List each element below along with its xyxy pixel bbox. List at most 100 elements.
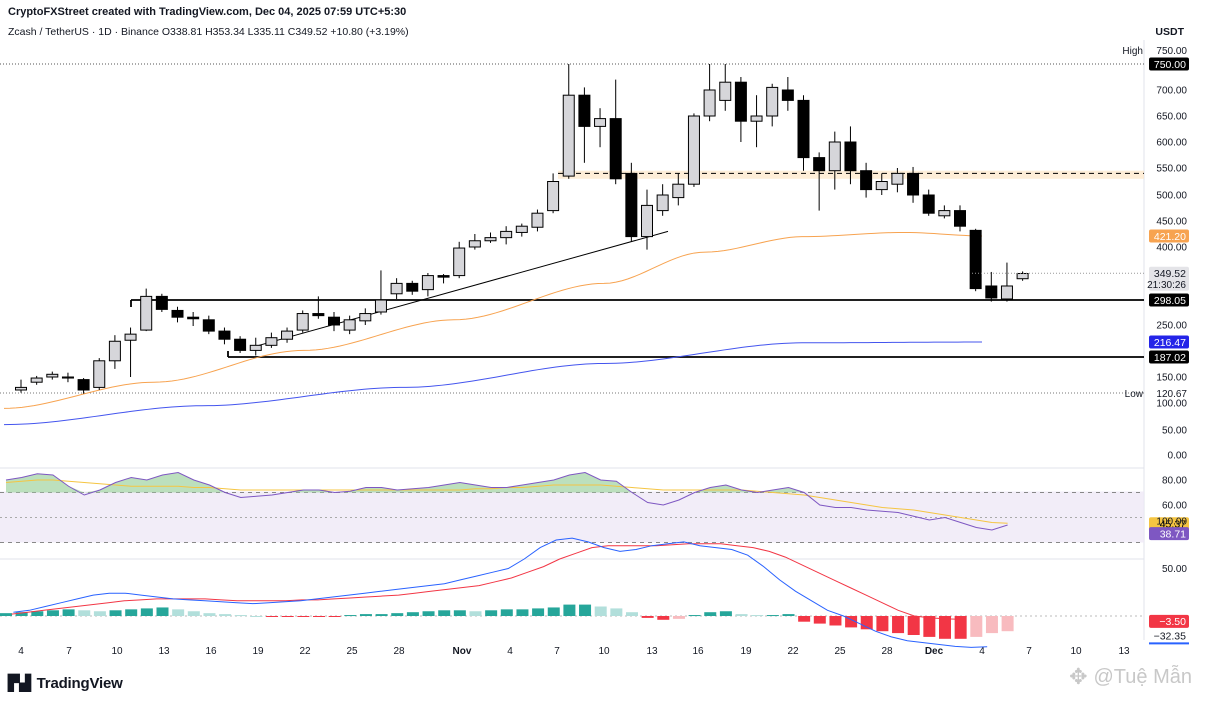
y-tick-label: 450.00 <box>1156 217 1187 228</box>
candle-body <box>797 99 810 159</box>
macd-histogram-bar <box>954 616 967 639</box>
macd-histogram-bar <box>172 609 185 616</box>
y-tick-label: 100.00 <box>1156 399 1187 410</box>
x-tick-label: 7 <box>554 646 560 657</box>
y-tick-label: 0.00 <box>1168 451 1188 462</box>
tradingview-logo[interactable]: ▛▟ TradingView <box>8 674 123 693</box>
macd-histogram-bar <box>876 616 889 632</box>
candle-body <box>155 295 168 310</box>
macd-histogram-bar <box>140 608 153 616</box>
candle-body <box>93 360 106 388</box>
candle-body <box>641 204 653 238</box>
x-tick-label: 10 <box>598 646 610 657</box>
macd-histogram-bar <box>704 612 717 616</box>
candle-body <box>202 319 215 332</box>
candle-body <box>860 170 873 191</box>
macd-histogram-bar <box>985 616 998 634</box>
price-tag-ma50-bg <box>1149 229 1189 243</box>
macd-histogram-bar <box>297 616 310 617</box>
candle-body <box>672 183 685 199</box>
candle-body <box>1000 285 1013 300</box>
x-tick-label: 28 <box>881 646 893 657</box>
high-label: High <box>1122 46 1143 57</box>
y-tick-label: 150.00 <box>1156 373 1187 384</box>
macd-histogram-bar <box>375 614 388 616</box>
candle-body <box>922 194 935 214</box>
candle-body <box>656 194 669 212</box>
price-tag-ma200: 216.47 <box>1154 337 1186 349</box>
tradingview-mark-icon: ▛▟ <box>8 675 31 692</box>
candle-body <box>938 210 951 217</box>
macd-value-tag: −32.35 <box>1154 630 1187 642</box>
macd-histogram-bar <box>438 610 451 616</box>
macd-histogram-bar <box>46 610 59 616</box>
y-tick-label: 600.00 <box>1156 138 1187 149</box>
y-tick-label: 500.00 <box>1156 191 1187 202</box>
current-price-bg <box>1149 266 1189 291</box>
candle-body <box>578 94 591 127</box>
y-tick-label: 550.00 <box>1156 164 1187 175</box>
price-tag-750-bg <box>1149 57 1189 71</box>
macd-histogram-bar <box>923 616 936 637</box>
candle-body <box>625 172 638 238</box>
candle-body <box>343 319 356 331</box>
macd-histogram-bar <box>516 609 529 616</box>
macd-histogram-bar <box>391 613 404 616</box>
macd-histogram-bar <box>203 613 216 616</box>
candle-body <box>328 316 340 326</box>
candle-body <box>562 94 575 177</box>
macd-histogram-bar <box>485 610 498 616</box>
y-tick-label: 650.00 <box>1156 112 1187 123</box>
candle-body <box>954 210 966 227</box>
candle-body <box>30 377 43 383</box>
tradingview-logo-text: TradingView <box>36 674 123 692</box>
candle-body <box>265 337 278 346</box>
ascending-trendline <box>249 230 669 349</box>
candle-body <box>140 295 153 331</box>
price-tag-ma200-bg <box>1149 335 1189 349</box>
macd-histogram-bar <box>31 611 44 616</box>
candle-body <box>875 181 888 191</box>
macd-histogram-bar <box>281 616 294 617</box>
macd-histogram-bar <box>907 616 920 635</box>
candle-body <box>187 316 200 320</box>
candle-body <box>828 141 841 172</box>
candle-body <box>171 309 184 318</box>
macd-histogram-bar <box>845 616 858 628</box>
rsi-tick-label: 60.00 <box>1162 501 1187 512</box>
macd-histogram-bar <box>266 616 279 617</box>
candle-body <box>406 282 419 292</box>
y-tick-label: 50.00 <box>1162 426 1187 437</box>
symbol-ohlc-line: Zcash / TetherUS · 1D · Binance O338.81 … <box>8 26 409 38</box>
resistance-zone <box>558 170 1144 179</box>
x-tick-label: Nov <box>453 646 472 657</box>
macd-histogram-bar <box>892 616 905 634</box>
x-tick-label: 13 <box>646 646 658 657</box>
macd-histogram-bar <box>688 615 701 617</box>
macd-signal-tag: −3.50 <box>1159 616 1186 628</box>
x-tick-label: 4 <box>18 646 24 657</box>
macd-histogram-bar <box>15 612 28 616</box>
candle-body <box>234 338 247 351</box>
rsi-line <box>5 471 1008 531</box>
macd-signal-tag-bg <box>1149 614 1189 628</box>
x-tick-label: Dec <box>925 646 944 657</box>
x-tick-label: 13 <box>1118 646 1130 657</box>
price-tag-187-bg <box>1149 350 1189 364</box>
candle-body <box>609 118 622 180</box>
candle-body <box>374 299 387 313</box>
macd-histogram-bar <box>532 608 545 616</box>
macd-histogram-bar <box>344 615 357 617</box>
macd-histogram-bar <box>782 614 795 616</box>
x-tick-label: 7 <box>66 646 72 657</box>
candle-body <box>594 118 607 127</box>
rsi-value-tag-bg <box>1149 527 1189 541</box>
candle-body <box>312 313 325 317</box>
macd-histogram-bar <box>125 609 138 616</box>
price-tag-750: 750.00 <box>1154 59 1186 71</box>
candle-body <box>547 181 560 212</box>
candle-body <box>531 212 544 228</box>
x-tick-label: 4 <box>507 646 513 657</box>
x-tick-label: 4 <box>979 646 985 657</box>
